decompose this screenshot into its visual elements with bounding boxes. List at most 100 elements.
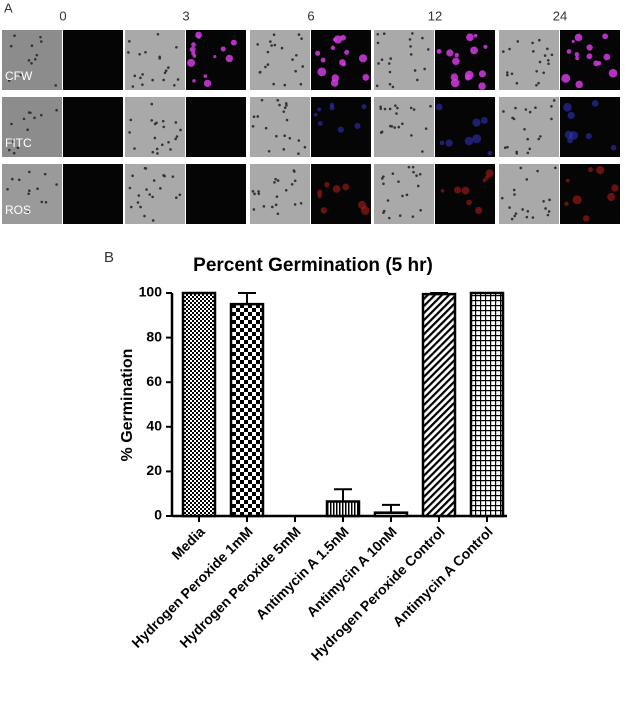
fluorescent-spot — [487, 150, 493, 156]
timepoint-label: 3 — [182, 8, 189, 23]
cell — [537, 137, 541, 141]
cell — [267, 149, 271, 153]
fluorescent-spot — [607, 192, 616, 201]
fluorescent-spot — [602, 33, 609, 40]
cell — [377, 62, 380, 65]
cell — [388, 107, 392, 111]
cell — [27, 192, 30, 196]
fluorescence-image — [63, 30, 123, 90]
cell — [178, 193, 182, 197]
fluorescent-spot — [358, 54, 368, 63]
cell — [145, 188, 148, 191]
cell — [131, 174, 134, 178]
cell — [19, 73, 22, 77]
cell — [283, 83, 287, 87]
fluorescent-spot — [342, 183, 350, 191]
cell — [550, 105, 553, 108]
cell — [55, 183, 58, 186]
fluorescent-spot — [340, 34, 346, 41]
chart-title: Percent Germination (5 hr) — [193, 255, 433, 276]
cell — [506, 145, 509, 149]
brightfield-image — [125, 164, 185, 224]
cell — [511, 116, 514, 120]
cell — [151, 150, 155, 154]
cell — [299, 82, 303, 86]
fluorescent-spot — [320, 57, 326, 63]
cell — [379, 131, 383, 134]
cell — [167, 66, 170, 69]
fluorescent-spot — [191, 42, 196, 48]
fluorescent-spot — [332, 185, 341, 193]
cell — [44, 200, 48, 204]
cell — [409, 53, 413, 56]
cell — [260, 98, 264, 102]
cell — [548, 198, 551, 202]
cell — [155, 147, 159, 151]
fluorescent-spot — [213, 55, 217, 59]
cell — [128, 40, 131, 43]
fluorescent-spot — [192, 54, 197, 58]
cell — [280, 46, 284, 50]
fluorescence-image — [186, 30, 246, 90]
panel-label: A — [4, 0, 13, 15]
cell — [40, 200, 44, 204]
fluorescent-spot — [485, 169, 494, 178]
brightfield-image — [374, 97, 434, 157]
cell — [506, 73, 509, 77]
cell — [8, 148, 11, 152]
cell — [382, 209, 386, 213]
cell — [282, 110, 286, 113]
cell — [26, 128, 29, 132]
cell — [171, 175, 175, 178]
cell — [153, 122, 157, 126]
fluorescent-spot — [575, 80, 583, 89]
cell — [284, 102, 288, 105]
fluorescent-spot — [320, 207, 328, 214]
cell — [299, 201, 303, 205]
cell — [539, 135, 542, 138]
fluorescent-spot — [435, 103, 443, 111]
fluorescent-spot — [436, 48, 442, 54]
fluorescent-spot — [337, 126, 344, 133]
cell — [394, 104, 397, 107]
fluorescent-spot — [187, 58, 196, 67]
cell — [379, 107, 383, 111]
cell — [285, 118, 289, 122]
cell — [421, 36, 424, 40]
cell — [290, 182, 294, 186]
cell — [270, 44, 273, 47]
fluorescent-spot — [561, 73, 571, 83]
cell — [408, 38, 412, 41]
timepoint-label: 0 — [59, 8, 66, 23]
cell — [528, 147, 532, 151]
fluorescent-spot — [225, 54, 234, 63]
cell — [528, 110, 532, 114]
cell — [6, 187, 9, 191]
cell — [379, 105, 382, 109]
cell — [258, 70, 262, 74]
fluorescent-spot — [470, 46, 478, 55]
cell — [294, 69, 297, 73]
cell — [387, 62, 391, 65]
cell — [426, 48, 430, 51]
fluorescent-spot — [586, 44, 593, 51]
panel-label: B — [104, 249, 114, 266]
cell — [395, 112, 398, 115]
fluorescent-spot — [608, 68, 618, 78]
cell — [274, 177, 277, 181]
fluorescent-spot — [317, 189, 323, 195]
cell — [508, 206, 511, 209]
cell — [137, 194, 141, 197]
cell — [295, 53, 298, 57]
cell — [391, 85, 395, 89]
cell — [538, 38, 541, 42]
cell — [297, 139, 301, 142]
cell — [401, 194, 404, 198]
cell — [547, 210, 551, 213]
cell — [266, 63, 270, 66]
cell — [524, 108, 528, 111]
cell — [163, 174, 166, 178]
fluorescent-spot — [445, 139, 453, 147]
cell — [523, 127, 526, 131]
cell — [424, 127, 428, 130]
